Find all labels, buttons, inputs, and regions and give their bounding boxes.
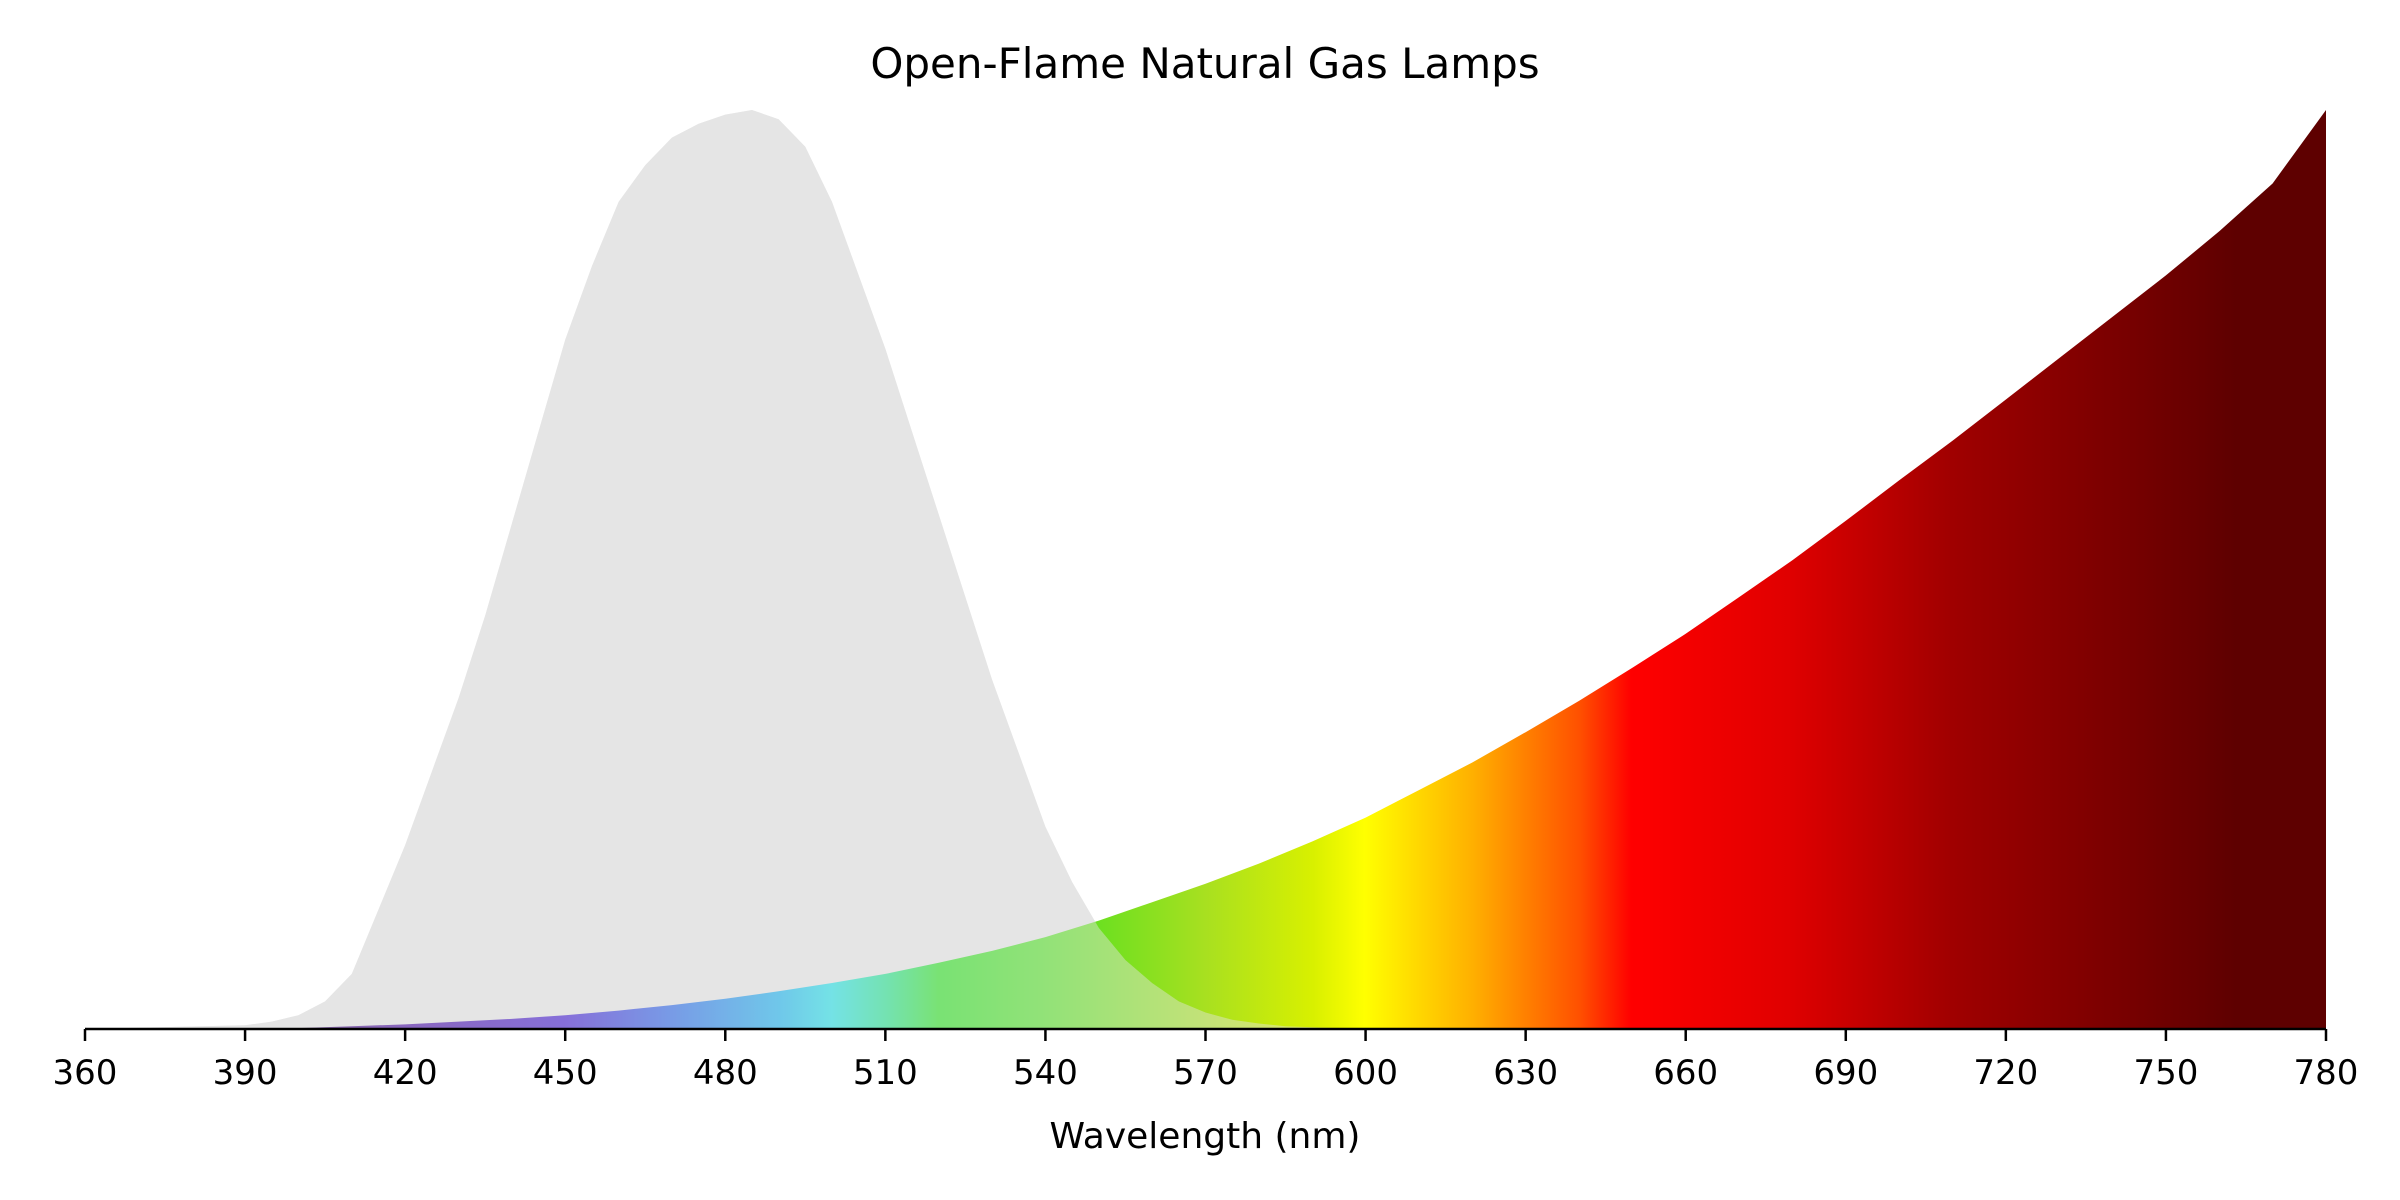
x-tick-label: 510 bbox=[853, 1053, 918, 1093]
x-tick-label: 570 bbox=[1173, 1053, 1238, 1093]
x-tick-label: 720 bbox=[1973, 1053, 2038, 1093]
x-ticks: 360 390 420 450 480 510 540 570 600 630 660 690 720 7… bbox=[53, 1029, 2359, 1093]
grey-area bbox=[85, 110, 2326, 1029]
x-tick-label: 780 bbox=[2294, 1053, 2359, 1093]
grey-area-overlay bbox=[85, 110, 2326, 1029]
x-tick-label: 450 bbox=[533, 1053, 598, 1093]
chart-title: Open-Flame Natural Gas Lamps bbox=[870, 39, 1539, 88]
x-tick-label: 600 bbox=[1333, 1053, 1398, 1093]
x-tick-label: 690 bbox=[1813, 1053, 1878, 1093]
x-tick-label: 420 bbox=[373, 1053, 438, 1093]
x-tick-label: 660 bbox=[1653, 1053, 1718, 1093]
x-tick-label: 630 bbox=[1493, 1053, 1558, 1093]
x-tick-label: 360 bbox=[53, 1053, 118, 1093]
x-tick-label: 540 bbox=[1013, 1053, 1078, 1093]
areas-layer bbox=[85, 110, 2326, 1029]
spectrum-area bbox=[85, 110, 2326, 1029]
x-tick-label: 390 bbox=[213, 1053, 278, 1093]
x-axis-label: Wavelength (nm) bbox=[1050, 1116, 1361, 1157]
x-tick-label: 750 bbox=[2133, 1053, 2198, 1093]
x-tick-label: 480 bbox=[693, 1053, 758, 1093]
